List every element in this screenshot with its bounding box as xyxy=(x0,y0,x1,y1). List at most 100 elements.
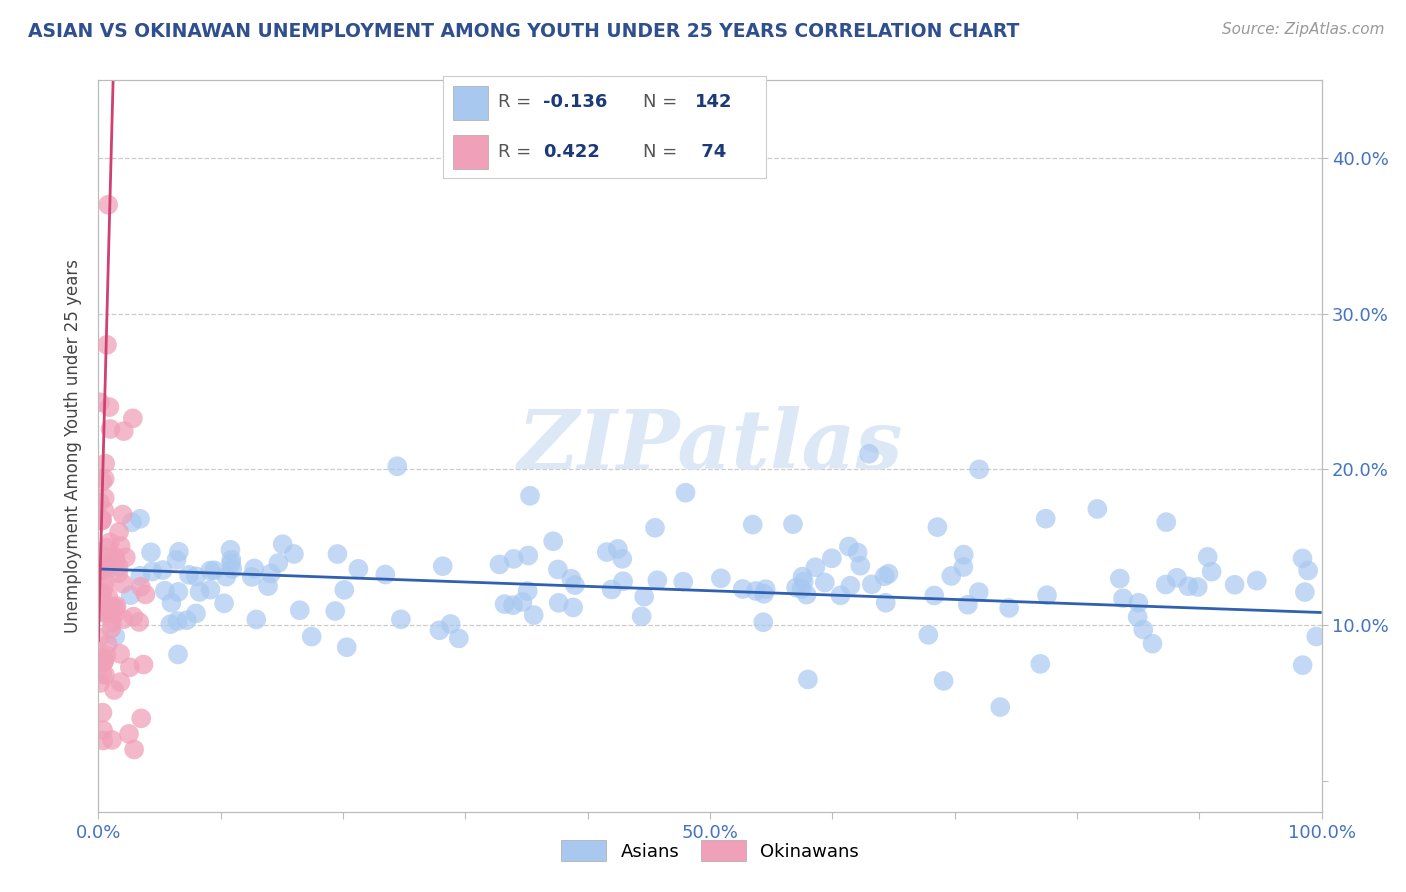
Point xyxy=(103,683,125,698)
Point xyxy=(221,553,243,567)
Point xyxy=(523,608,546,623)
Point xyxy=(90,512,112,526)
Point xyxy=(612,574,634,589)
Point xyxy=(111,508,134,522)
Point xyxy=(167,648,190,662)
Point xyxy=(1223,578,1246,592)
Point xyxy=(782,517,804,532)
Point xyxy=(153,583,176,598)
Point xyxy=(166,553,188,567)
Point xyxy=(91,585,114,599)
Point xyxy=(741,517,763,532)
Point xyxy=(103,602,125,616)
Point xyxy=(494,597,516,611)
Point xyxy=(336,640,359,655)
Point xyxy=(846,545,869,559)
Point xyxy=(326,547,349,561)
Point xyxy=(212,596,235,610)
Point xyxy=(793,574,815,589)
Point xyxy=(93,580,115,594)
Point xyxy=(118,660,141,674)
Point xyxy=(100,622,122,636)
Text: 142: 142 xyxy=(695,94,733,112)
Point xyxy=(215,570,238,584)
Point xyxy=(139,545,162,559)
Point xyxy=(647,573,669,587)
Point xyxy=(1035,511,1057,525)
FancyBboxPatch shape xyxy=(453,87,488,120)
Point xyxy=(675,485,697,500)
Point xyxy=(184,569,207,583)
Point xyxy=(96,338,118,352)
Point xyxy=(121,411,143,425)
Point xyxy=(988,700,1011,714)
Point xyxy=(564,578,586,592)
Point xyxy=(89,631,111,645)
Point xyxy=(166,614,188,628)
Point xyxy=(1132,623,1154,637)
Point xyxy=(323,604,346,618)
Point xyxy=(104,629,127,643)
Point xyxy=(1296,564,1319,578)
Point xyxy=(101,615,124,630)
Point xyxy=(752,587,775,601)
Point xyxy=(128,615,150,629)
Point xyxy=(792,569,814,583)
Point xyxy=(100,422,122,436)
Point xyxy=(167,545,190,559)
Point xyxy=(104,607,127,621)
Point xyxy=(129,711,152,725)
Point xyxy=(387,459,409,474)
Point xyxy=(97,637,120,651)
Point xyxy=(159,617,181,632)
Point xyxy=(91,667,114,681)
Point xyxy=(120,588,142,602)
Point xyxy=(121,516,143,530)
Point xyxy=(91,723,114,738)
Text: 0.422: 0.422 xyxy=(543,143,600,161)
Point xyxy=(517,549,540,563)
Point xyxy=(107,566,129,581)
Point xyxy=(91,475,114,489)
Point xyxy=(177,567,200,582)
Point xyxy=(301,630,323,644)
Point xyxy=(967,462,990,476)
Legend: Asians, Okinawans: Asians, Okinawans xyxy=(554,833,866,869)
Point xyxy=(644,521,666,535)
Point xyxy=(917,628,939,642)
Text: -0.136: -0.136 xyxy=(543,94,607,112)
Point xyxy=(112,424,135,438)
Point xyxy=(596,545,619,559)
Point xyxy=(90,514,112,528)
Point xyxy=(1291,658,1313,673)
Point xyxy=(110,539,132,553)
Point xyxy=(219,542,242,557)
Point xyxy=(814,575,837,590)
Point xyxy=(1197,549,1219,564)
Point xyxy=(134,587,156,601)
Text: R =: R = xyxy=(498,143,543,161)
Point xyxy=(797,673,820,687)
Point xyxy=(672,574,695,589)
Point xyxy=(129,512,152,526)
Point xyxy=(257,579,280,593)
Point xyxy=(429,624,451,638)
Point xyxy=(90,596,112,610)
Point xyxy=(97,590,120,604)
Point xyxy=(93,574,115,589)
Point xyxy=(752,615,775,630)
Point xyxy=(141,565,163,579)
Text: ZIPatlas: ZIPatlas xyxy=(517,406,903,486)
Point xyxy=(873,569,896,583)
Point xyxy=(519,489,541,503)
Point xyxy=(333,582,356,597)
Point xyxy=(1246,574,1268,588)
Point xyxy=(94,457,117,471)
Point xyxy=(1126,610,1149,624)
Point xyxy=(389,612,412,626)
Point xyxy=(93,556,115,570)
Point xyxy=(633,590,655,604)
Point xyxy=(1294,585,1316,599)
Point xyxy=(562,600,585,615)
Point xyxy=(710,571,733,585)
